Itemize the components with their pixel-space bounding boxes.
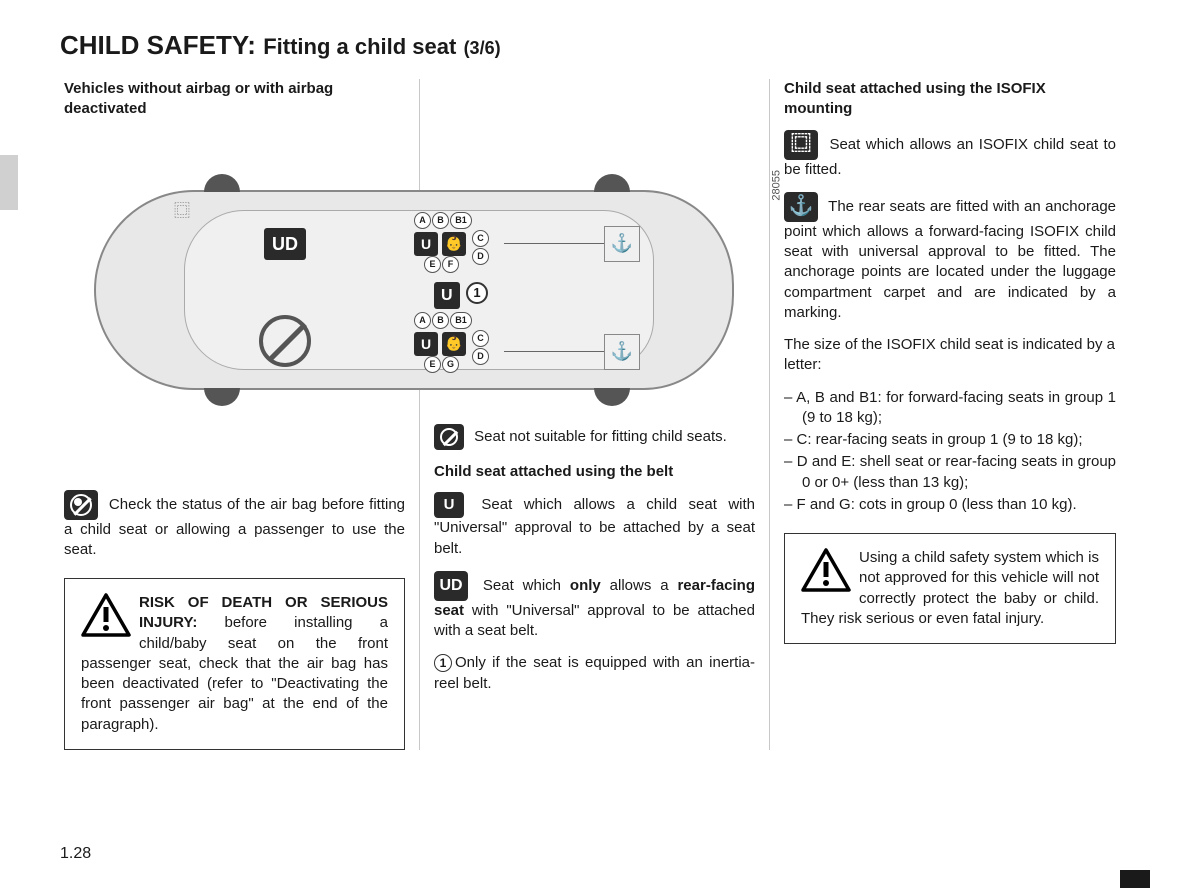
rear-seat-u-label-bottom: U bbox=[414, 332, 438, 357]
isofix-seat-paragraph: ⿴ Seat which allows an ISOFIX child seat… bbox=[784, 130, 1116, 180]
belt-heading: Child seat attached using the belt bbox=[434, 462, 755, 482]
title-sub: Fitting a child seat bbox=[263, 34, 456, 59]
list-item: F and G: cots in group 0 (less than 10 k… bbox=[784, 495, 1116, 515]
car-outline: ⿴ UD ABB1 U 👶 CD EF ⚓ U 1 ABB1 U 👶 CD EG… bbox=[94, 140, 734, 440]
front-seat-ud-label: UD bbox=[264, 228, 306, 260]
title-count: (3/6) bbox=[464, 38, 501, 58]
content-columns: Vehicles without airbag or with airbag d… bbox=[50, 79, 1150, 750]
vehicle-diagram: 28055 ⿴ UD ABB1 U 👶 CD EF ⚓ U 1 ABB1 U � bbox=[74, 130, 764, 460]
airbag-check-paragraph: Check the status of the air bag before f… bbox=[64, 490, 405, 561]
isofix-symbol: ⿴ bbox=[169, 200, 195, 224]
warning-triangle-icon bbox=[81, 593, 131, 637]
child-seat-icon: 👶 bbox=[442, 332, 466, 356]
list-item: D and E: shell seat or rear-facing seats… bbox=[784, 452, 1116, 493]
warning-box-death: RISK OF DEATH OR SERIOUS INJURY: before … bbox=[64, 578, 405, 750]
ud-label-icon: UD bbox=[434, 571, 468, 601]
size-list: A, B and B1: for forward-facing seats in… bbox=[784, 388, 1116, 516]
isofix-heading: Child seat attached using the ISOFIX mou… bbox=[784, 79, 1116, 120]
rear-seat-u-label-top: U bbox=[414, 232, 438, 257]
list-item: C: rear-facing seats in group 1 (9 to 18… bbox=[784, 430, 1116, 450]
page-title: CHILD SAFETY: Fitting a child seat (3/6) bbox=[60, 30, 1150, 61]
anchor-mark-icon: ⚓ bbox=[604, 226, 640, 262]
title-main: CHILD SAFETY: bbox=[60, 30, 256, 60]
image-ref-number: 28055 bbox=[770, 170, 785, 201]
u-label-icon: U bbox=[434, 492, 464, 518]
callout-1-marker: 1 bbox=[466, 282, 488, 304]
column-left: Vehicles without airbag or with airbag d… bbox=[50, 79, 420, 750]
airbag-status-icon bbox=[64, 490, 98, 520]
size-intro: The size of the ISOFIX child seat is ind… bbox=[784, 335, 1116, 376]
driver-seat-prohibit-icon bbox=[259, 315, 311, 367]
bottom-bar bbox=[1120, 870, 1150, 888]
warning-box-approval: Using a child safety system which is not… bbox=[784, 533, 1116, 644]
ud-seat-paragraph: UD Seat which only allows a rear-facing … bbox=[434, 571, 755, 642]
side-tab bbox=[0, 155, 18, 210]
child-seat-icon: 👶 bbox=[442, 232, 466, 256]
page-number: 1.28 bbox=[60, 845, 91, 863]
anchor-mark-icon: ⚓ bbox=[604, 334, 640, 370]
anchor-icon: ⚓ bbox=[784, 192, 818, 222]
warning-triangle-icon bbox=[801, 548, 851, 592]
isofix-seat-icon: ⿴ bbox=[784, 130, 818, 160]
col1-subtitle: Vehicles without airbag or with airbag d… bbox=[64, 79, 405, 120]
rear-center-u-label: U bbox=[434, 282, 460, 310]
anchor-paragraph: ⚓ The rear seats are fitted with an anch… bbox=[784, 192, 1116, 323]
column-right: Child seat attached using the ISOFIX mou… bbox=[770, 79, 1130, 750]
footnote-1-marker: 1 bbox=[434, 654, 452, 672]
list-item: A, B and B1: for forward-facing seats in… bbox=[784, 388, 1116, 429]
u-seat-paragraph: U Seat which allows a child seat with "U… bbox=[434, 492, 755, 559]
footnote-1: 1Only if the seat is equipped with an in… bbox=[434, 653, 755, 694]
